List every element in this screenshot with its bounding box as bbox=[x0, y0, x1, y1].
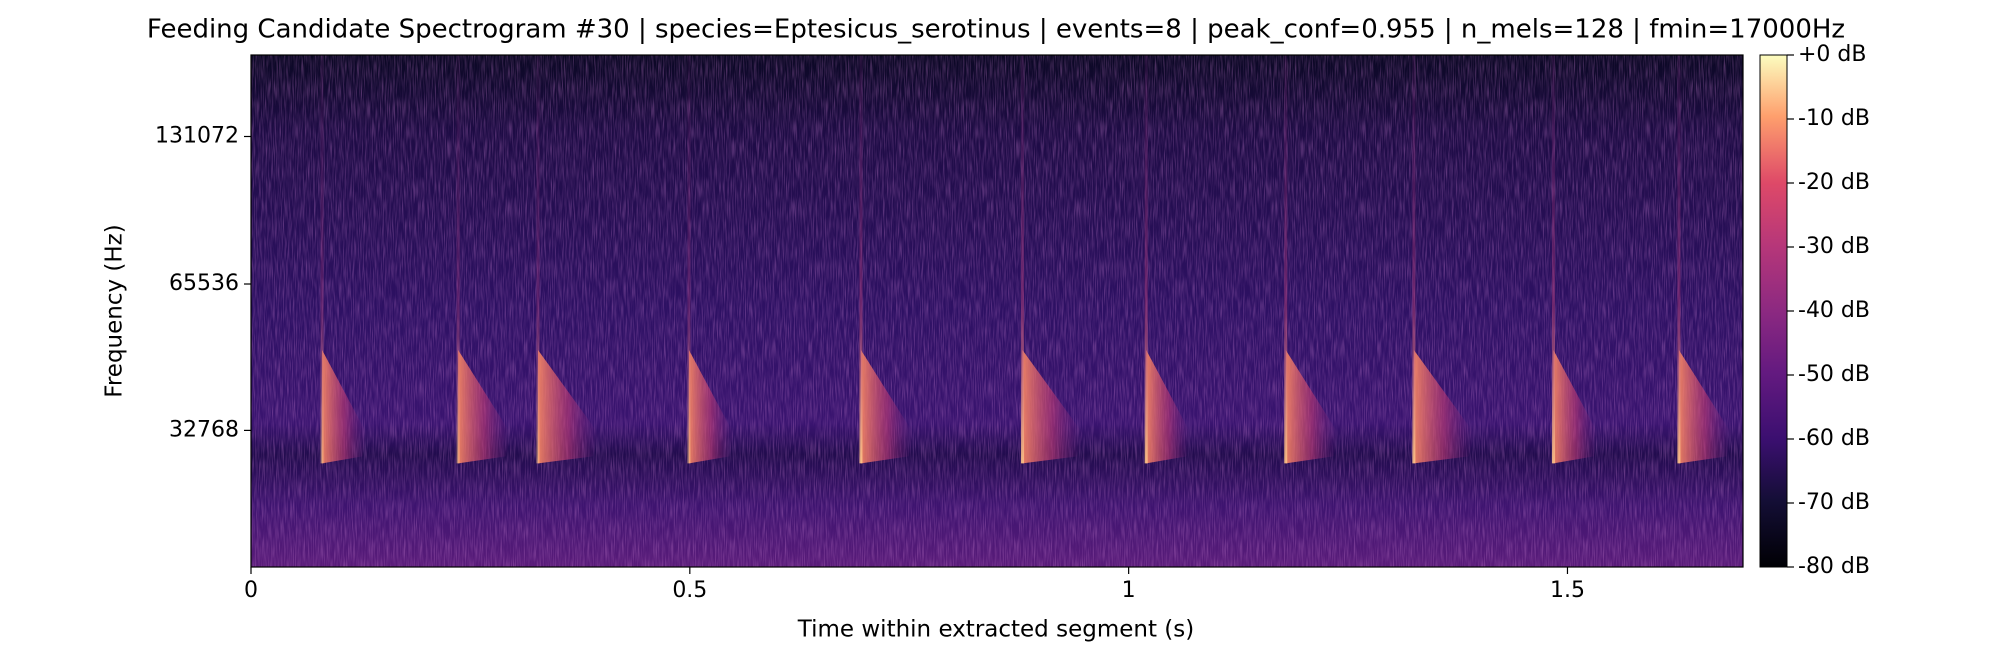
call-stem bbox=[1284, 55, 1288, 464]
call-stem bbox=[1412, 55, 1416, 464]
call-stem bbox=[1677, 55, 1681, 464]
call-stem bbox=[536, 55, 540, 464]
call-stem bbox=[1551, 55, 1555, 464]
call bbox=[859, 55, 914, 464]
spectrogram bbox=[251, 55, 1743, 567]
chart-title: Feeding Candidate Spectrogram #30 | spec… bbox=[147, 15, 1845, 45]
y-axis-label: Frequency (Hz) bbox=[102, 224, 128, 397]
call-stem bbox=[456, 55, 460, 464]
call-echo bbox=[860, 349, 914, 464]
colorbar-tick-label: +0 dB bbox=[1798, 42, 1866, 67]
call-stem bbox=[859, 55, 863, 464]
call-echo bbox=[1285, 349, 1339, 464]
call-stem bbox=[320, 55, 324, 464]
call-stem bbox=[687, 55, 691, 464]
spectrogram-noise bbox=[251, 55, 1743, 567]
call-echo bbox=[1413, 349, 1475, 464]
call bbox=[1412, 55, 1475, 464]
y-tick-label: 65536 bbox=[169, 271, 239, 296]
call bbox=[1551, 55, 1599, 464]
y-tick-label: 32768 bbox=[169, 417, 239, 442]
call-echo bbox=[537, 349, 599, 464]
call-echo bbox=[1678, 349, 1732, 464]
colorbar-tick-label: -70 dB bbox=[1798, 490, 1870, 515]
x-tick-label: 0 bbox=[244, 578, 258, 603]
plot-frame bbox=[250, 54, 1744, 568]
y-tick-label: 131072 bbox=[155, 124, 239, 149]
x-tick-label: 1 bbox=[1122, 578, 1136, 603]
call-echo bbox=[1022, 349, 1084, 464]
call-echo bbox=[458, 349, 512, 464]
call bbox=[456, 55, 512, 464]
colorbar-tick-label: -60 dB bbox=[1798, 426, 1870, 451]
call bbox=[1284, 55, 1339, 464]
call bbox=[1020, 55, 1084, 464]
call-echo bbox=[1146, 349, 1192, 464]
call bbox=[536, 55, 599, 464]
colorbar bbox=[1759, 54, 1788, 568]
colorbar-tick-label: -20 dB bbox=[1798, 170, 1870, 195]
call bbox=[1677, 55, 1732, 464]
call bbox=[687, 55, 734, 464]
colorbar-tick-label: -30 dB bbox=[1798, 234, 1870, 259]
colorbar-tick-label: -10 dB bbox=[1798, 106, 1870, 131]
call-echo bbox=[688, 349, 734, 464]
call-stem bbox=[1144, 55, 1148, 464]
x-axis-label: Time within extracted segment (s) bbox=[797, 617, 1194, 643]
x-tick-label: 1.5 bbox=[1550, 578, 1585, 603]
colorbar-tick-label: -40 dB bbox=[1798, 298, 1870, 323]
call-echo bbox=[322, 349, 368, 464]
call bbox=[1144, 55, 1192, 464]
call-stem bbox=[1020, 55, 1024, 464]
colorbar-tick-label: -50 dB bbox=[1798, 362, 1870, 387]
colorbar-tick-label: -80 dB bbox=[1798, 554, 1870, 579]
x-tick-label: 0.5 bbox=[672, 578, 707, 603]
call-echo bbox=[1553, 349, 1599, 464]
call bbox=[320, 55, 368, 464]
